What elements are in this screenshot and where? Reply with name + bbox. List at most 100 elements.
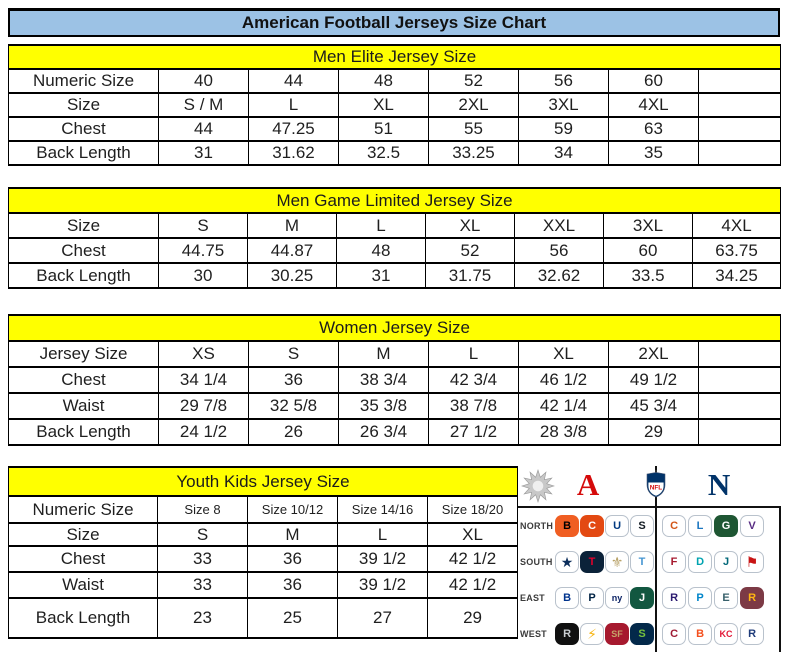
size-cell: S bbox=[157, 522, 248, 547]
women-size-table: Women Jersey Size Jersey Size XS S M L XL 2XL Ch… bbox=[7, 314, 782, 446]
table-row: Chest 44 47.25 51 55 59 63 bbox=[8, 116, 782, 142]
table-caption: Women Jersey Size bbox=[7, 314, 782, 342]
browns-logo-icon: C bbox=[580, 515, 605, 537]
division-row-north: NORTH B C U S C L G V bbox=[518, 508, 781, 544]
size-cell: 47.25 bbox=[248, 116, 339, 142]
size-cell: S / M bbox=[158, 92, 249, 118]
size-cell: 30 bbox=[158, 262, 248, 289]
size-cell: 31.62 bbox=[248, 140, 339, 166]
row-label: Chest bbox=[8, 116, 159, 142]
chiefs-logo-icon: KC bbox=[714, 623, 739, 645]
division-label: NORTH bbox=[520, 521, 554, 531]
row-label: Back Length bbox=[8, 597, 158, 639]
size-cell: 2XL bbox=[608, 340, 699, 368]
size-cell: XL bbox=[518, 340, 609, 368]
size-cell: 34.25 bbox=[691, 262, 782, 289]
nfl-logo-panel: A NFL N NORTH B C U S C L G V SOUTH ★ T ⚜ T F D J ⚑ EAST B P… bbox=[518, 466, 782, 652]
table-row: Size S M L XL XXL 3XL 4XL bbox=[8, 212, 782, 239]
table-caption: Men Elite Jersey Size bbox=[7, 44, 782, 70]
size-chart-page: American Football Jerseys Size Chart Men… bbox=[7, 8, 782, 652]
size-cell: 44.87 bbox=[247, 237, 337, 264]
cardinals-logo-icon: C bbox=[662, 623, 687, 645]
size-cell: 33 bbox=[157, 545, 248, 573]
size-cell: 34 1/4 bbox=[158, 366, 249, 394]
giants-logo-icon: ny bbox=[605, 587, 630, 609]
nfc-west-logos: C B KC R bbox=[662, 623, 765, 645]
size-cell bbox=[697, 392, 782, 420]
size-cell: L bbox=[336, 212, 426, 239]
size-cell: 27 1/2 bbox=[428, 418, 519, 446]
size-cell: XL bbox=[426, 522, 519, 547]
size-cell: 56 bbox=[518, 68, 609, 94]
division-row-west: WEST R ⚡ SF S C B KC R bbox=[518, 616, 781, 652]
size-cell: 49 1/2 bbox=[608, 366, 699, 394]
size-cell: S bbox=[158, 212, 248, 239]
row-label: Chest bbox=[8, 237, 159, 264]
size-cell: 59 bbox=[518, 116, 609, 142]
size-cell: 31 bbox=[336, 262, 426, 289]
size-cell: 56 bbox=[514, 237, 604, 264]
row-label: Jersey Size bbox=[8, 340, 159, 368]
size-cell: 55 bbox=[428, 116, 519, 142]
size-cell: 31 bbox=[158, 140, 249, 166]
table-row: Size S / M L XL 2XL 3XL 4XL bbox=[8, 92, 782, 118]
size-cell: 25 bbox=[247, 597, 338, 639]
size-cell: Size 18/20 bbox=[426, 495, 519, 524]
size-cell bbox=[697, 140, 782, 166]
size-cell: 63.75 bbox=[691, 237, 782, 264]
row-label: Size bbox=[8, 522, 158, 547]
redskins-logo-icon: R bbox=[740, 587, 765, 609]
size-cell: 51 bbox=[338, 116, 429, 142]
nfc-south-logos: F D J ⚑ bbox=[662, 551, 765, 573]
bears-logo-icon: C bbox=[662, 515, 687, 537]
size-cell: 2XL bbox=[428, 92, 519, 118]
size-cell: L bbox=[248, 92, 339, 118]
ravens-logo-icon: R bbox=[662, 587, 687, 609]
size-cell: 42 1/2 bbox=[426, 545, 519, 573]
jaguars-logo-icon: J bbox=[714, 551, 739, 573]
table-row: Size S M L XL bbox=[8, 522, 519, 547]
men-game-limited-size-table: Men Game Limited Jersey Size Size S M L XL XXL… bbox=[7, 187, 782, 289]
size-cell: 44 bbox=[158, 116, 249, 142]
size-cell: 29 bbox=[608, 418, 699, 446]
size-cell: 29 7/8 bbox=[158, 392, 249, 420]
rams-logo-icon: R bbox=[740, 623, 765, 645]
size-cell bbox=[697, 418, 782, 446]
division-row-south: SOUTH ★ T ⚜ T F D J ⚑ bbox=[518, 544, 781, 580]
bengals-logo-icon: B bbox=[555, 515, 580, 537]
size-cell: 33.25 bbox=[428, 140, 519, 166]
bottom-section: Youth Kids Jersey Size Numeric Size Size 8… bbox=[7, 466, 782, 652]
titans-logo-icon: T bbox=[630, 551, 655, 573]
table-row: Waist 29 7/8 32 5/8 35 3/8 38 7/8 42 1/4 45 3/… bbox=[8, 392, 782, 420]
49ers-logo-icon: SF bbox=[605, 623, 630, 645]
eagles-logo-icon: E bbox=[714, 587, 739, 609]
size-cell: 23 bbox=[157, 597, 248, 639]
row-label: Back Length bbox=[8, 140, 159, 166]
size-cell: 44 bbox=[248, 68, 339, 94]
size-cell: 3XL bbox=[603, 212, 693, 239]
size-cell: 26 3/4 bbox=[338, 418, 429, 446]
size-cell: 52 bbox=[425, 237, 515, 264]
size-cell: Size 10/12 bbox=[247, 495, 338, 524]
size-cell: 44.75 bbox=[158, 237, 248, 264]
row-label: Back Length bbox=[8, 262, 159, 289]
size-cell bbox=[697, 366, 782, 394]
size-cell: 32.62 bbox=[514, 262, 604, 289]
size-cell bbox=[697, 92, 782, 118]
steelers-logo-icon: S bbox=[630, 515, 655, 537]
panel-right-line bbox=[779, 506, 782, 652]
size-cell: 3XL bbox=[518, 92, 609, 118]
size-cell: 26 bbox=[248, 418, 339, 446]
size-cell: XXL bbox=[514, 212, 604, 239]
size-cell: M bbox=[338, 340, 429, 368]
size-cell: 39 1/2 bbox=[337, 545, 428, 573]
nfl-shield-icon: NFL bbox=[646, 470, 666, 498]
row-label: Waist bbox=[8, 392, 159, 420]
afc-west-logos: R ⚡ SF S bbox=[555, 623, 655, 645]
division-label: SOUTH bbox=[520, 557, 553, 567]
size-cell bbox=[697, 68, 782, 94]
size-cell: 36 bbox=[247, 571, 338, 599]
